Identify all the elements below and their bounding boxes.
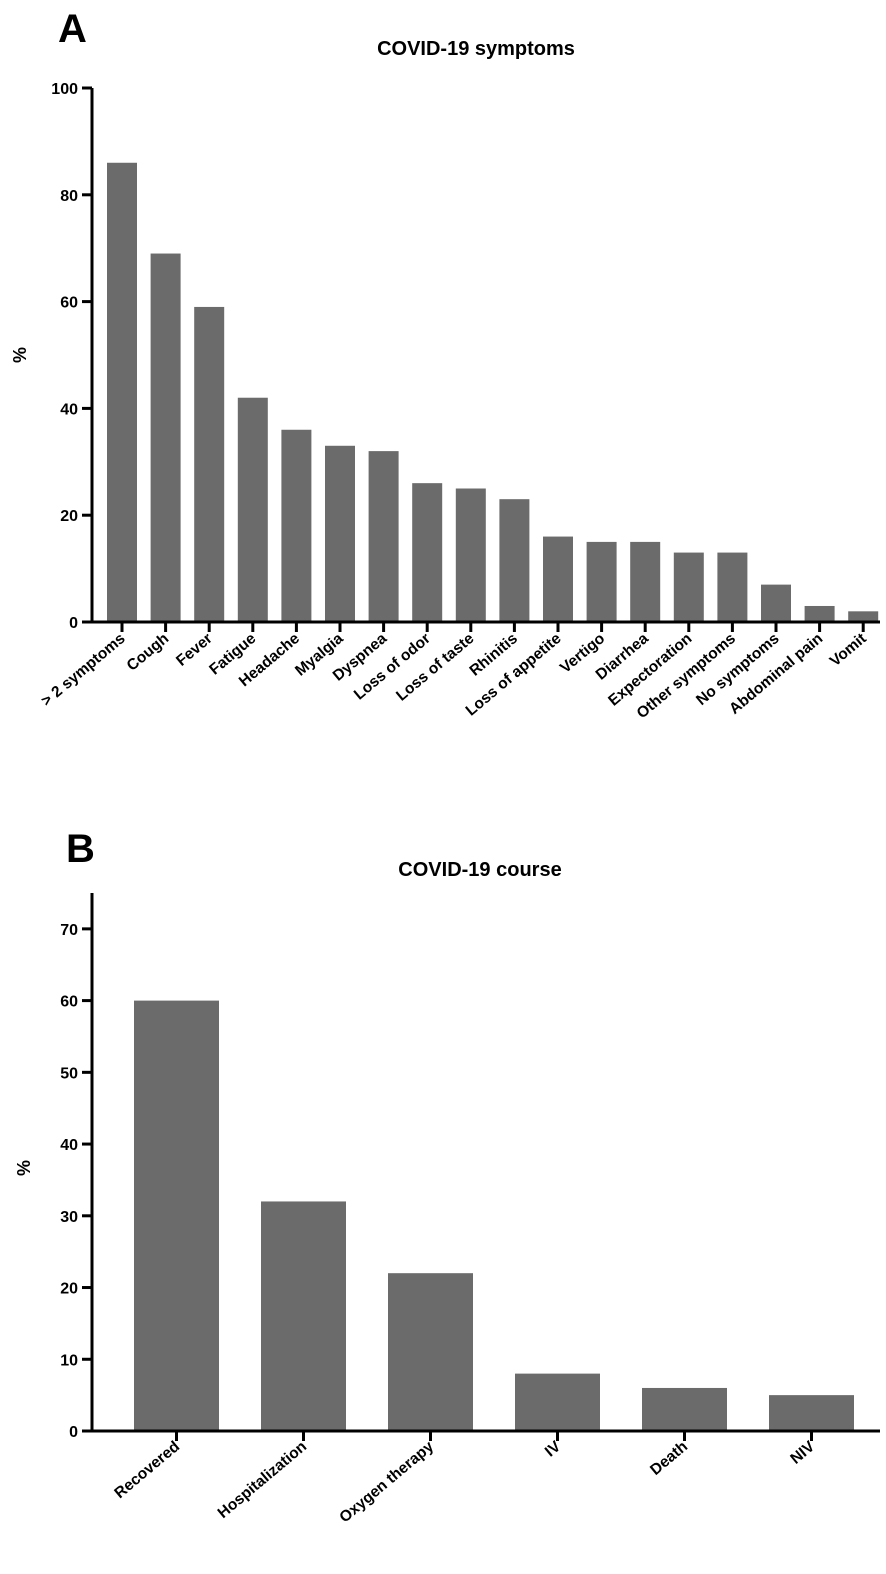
bar	[134, 1000, 219, 1431]
y-tick-label: 40	[60, 401, 78, 418]
category-label: Loss of taste	[393, 630, 477, 705]
category-label: Recovered	[111, 1438, 183, 1502]
bar	[150, 253, 181, 623]
bar	[281, 429, 312, 622]
panel-letter-a: A	[58, 7, 87, 51]
y-axis-label-b: %	[14, 1160, 34, 1176]
bar	[848, 611, 879, 622]
chart-title-b: COVID-19 course	[398, 859, 561, 881]
panel-letter-b: B	[66, 827, 95, 871]
y-tick-label: 30	[60, 1209, 78, 1226]
bar	[761, 584, 791, 622]
bar	[237, 397, 268, 622]
bar	[388, 1273, 473, 1431]
y-tick-label: 40	[60, 1137, 78, 1154]
bar	[455, 488, 486, 622]
category-label: Cough	[124, 630, 173, 675]
y-tick-label: 50	[60, 1065, 78, 1082]
bar	[642, 1387, 727, 1431]
category-label: Vomit	[827, 630, 870, 670]
bar	[586, 541, 617, 622]
category-label: Oxygen therapy	[336, 1438, 437, 1527]
bars-a	[107, 162, 879, 623]
y-ticks-b: 0 10 20 30 40 50 60 70	[60, 922, 92, 1441]
bar	[769, 1395, 854, 1431]
bar	[630, 541, 661, 622]
chart-a: A COVID-19 symptoms % 0 20 40 60 80 100 > 2 s…	[10, 7, 880, 722]
y-tick-label: 60	[60, 994, 78, 1011]
bar	[717, 552, 748, 622]
bar	[515, 1373, 600, 1431]
y-tick-label: 20	[60, 508, 78, 525]
bar	[368, 451, 399, 622]
bar	[673, 552, 704, 622]
category-label: > 2 symptoms	[38, 630, 128, 710]
bar	[804, 605, 835, 622]
bar	[543, 536, 573, 622]
chart-b: B COVID-19 course % 0 10 20 30 40 50 60 70 Reco…	[14, 827, 880, 1526]
y-tick-label: 70	[60, 922, 78, 939]
bar	[107, 162, 137, 622]
category-label: IV	[542, 1438, 565, 1461]
category-label: Death	[647, 1438, 691, 1479]
bar	[194, 306, 225, 622]
y-tick-label: 20	[60, 1281, 78, 1298]
bars-b	[134, 1000, 854, 1431]
bar	[261, 1201, 346, 1431]
y-axis-label-a: %	[10, 347, 30, 363]
y-tick-label: 100	[51, 81, 78, 98]
category-label: Hospitalization	[215, 1438, 310, 1522]
y-tick-label: 60	[60, 295, 78, 312]
category-label: NIV	[787, 1438, 818, 1468]
chart-title-a: COVID-19 symptoms	[377, 38, 575, 60]
y-tick-label: 10	[60, 1352, 78, 1369]
y-ticks-a: 0 20 40 60 80 100	[51, 81, 92, 632]
bar	[499, 499, 530, 622]
y-tick-label: 0	[69, 615, 78, 632]
bar	[325, 445, 355, 622]
y-tick-label: 0	[69, 1424, 78, 1441]
y-tick-label: 80	[60, 188, 78, 205]
category-labels-b: Recovered Hospitalization Oxygen therapy IV…	[111, 1431, 819, 1527]
bar	[412, 483, 443, 622]
